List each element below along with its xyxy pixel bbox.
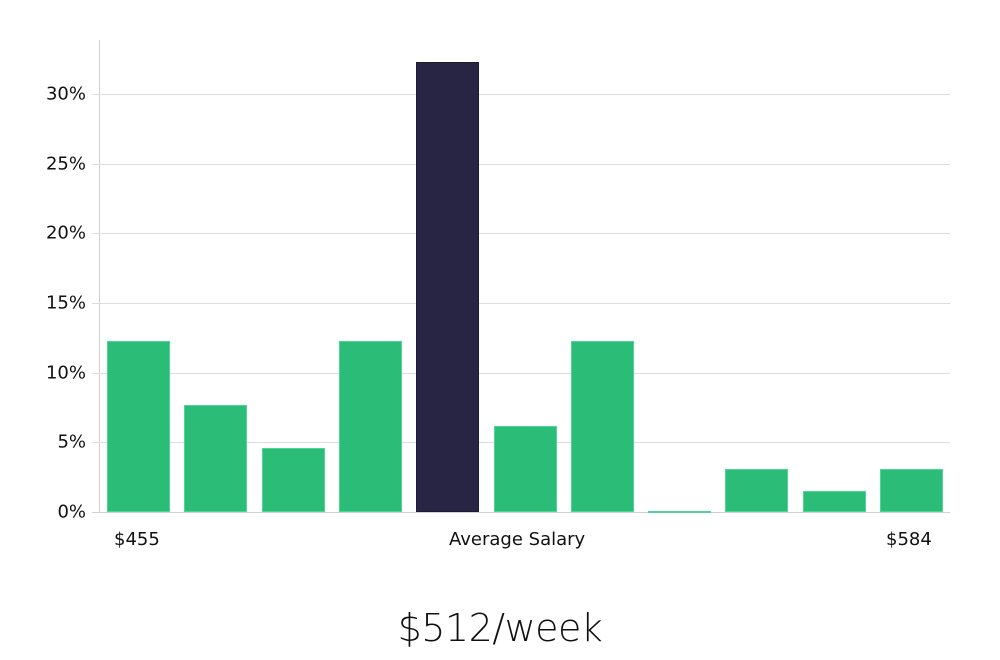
y-tick-label: 0% — [57, 501, 86, 523]
bar — [262, 448, 325, 512]
gridline — [92, 512, 950, 513]
bar — [107, 341, 170, 512]
x-label-max: $584 — [886, 529, 932, 550]
salary-histogram-chart: 0% 5% 10% 15% 20% 25% 30% $455 Average Salary … — [45, 40, 950, 550]
bar — [184, 405, 247, 512]
gridline — [92, 94, 950, 95]
y-tick-label: 25% — [45, 153, 86, 175]
bar — [725, 469, 788, 512]
gridline — [92, 233, 950, 234]
y-tick-label: 30% — [45, 83, 86, 105]
y-tick-label: 10% — [45, 362, 86, 384]
y-tick-label: 20% — [45, 222, 86, 244]
gridline — [92, 373, 950, 374]
average-salary-value: $512/week — [397, 606, 603, 650]
bar — [494, 426, 557, 512]
y-tick-label: 5% — [57, 431, 86, 453]
gridline — [92, 303, 950, 304]
x-label-min: $455 — [114, 529, 160, 550]
y-tick-label: 15% — [45, 292, 86, 314]
bar — [571, 341, 634, 512]
bar-average-highlight — [416, 62, 479, 512]
bar — [803, 491, 866, 512]
x-label-average: Average Salary — [449, 529, 586, 550]
y-axis-line — [99, 40, 100, 513]
bar — [339, 341, 402, 512]
gridline — [92, 164, 950, 165]
bar — [648, 511, 711, 513]
bar — [880, 469, 943, 512]
